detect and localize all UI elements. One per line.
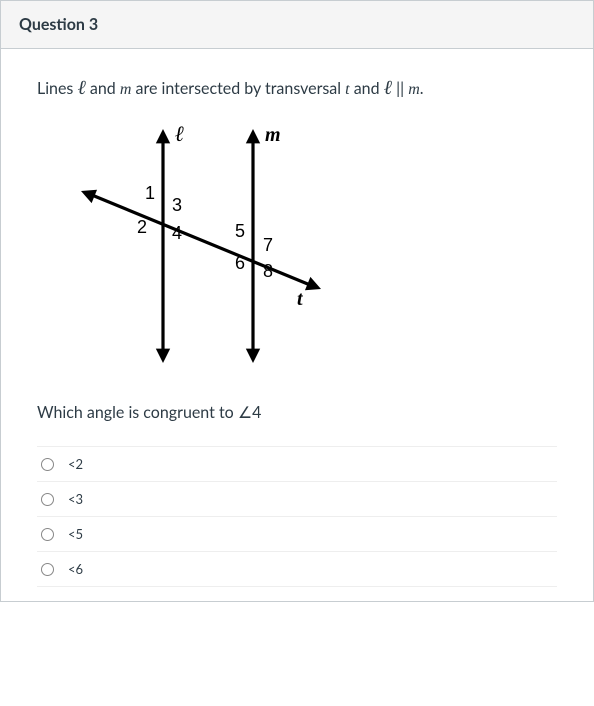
prompt-m: m bbox=[408, 81, 420, 98]
question-card: Question 3 Lines ℓ and m are intersected… bbox=[0, 0, 594, 602]
prompt-m: m bbox=[120, 81, 132, 98]
option-radio[interactable] bbox=[41, 458, 54, 471]
question-title: Question 3 bbox=[19, 15, 98, 34]
svg-text:2: 2 bbox=[137, 217, 147, 237]
prompt-text: || bbox=[392, 79, 408, 98]
option-radio[interactable] bbox=[41, 528, 54, 541]
question-body: Lines ℓ and m are intersected by transve… bbox=[1, 49, 593, 601]
angle-number: 4 bbox=[252, 403, 261, 422]
option-radio[interactable] bbox=[41, 563, 54, 576]
answer-options: <2 <3 <5 <6 bbox=[37, 446, 557, 587]
question-prompt: Lines ℓ and m are intersected by transve… bbox=[37, 79, 557, 99]
question-header: Question 3 bbox=[1, 1, 593, 49]
option-label: <6 bbox=[68, 561, 83, 577]
prompt-text: and bbox=[350, 79, 384, 98]
svg-text:1: 1 bbox=[145, 183, 155, 203]
option-row[interactable]: <2 bbox=[37, 446, 557, 481]
prompt-text: Lines bbox=[37, 79, 77, 98]
prompt-ell: ℓ bbox=[77, 77, 85, 99]
option-radio[interactable] bbox=[41, 493, 54, 506]
prompt-text: . bbox=[420, 79, 424, 98]
sub-prompt: Which angle is congruent to ∠4 bbox=[37, 403, 557, 422]
option-row[interactable]: <3 bbox=[37, 481, 557, 516]
prompt-ell: ℓ bbox=[384, 77, 392, 99]
svg-text:3: 3 bbox=[172, 195, 182, 215]
svg-text:4: 4 bbox=[172, 223, 182, 243]
svg-text:5: 5 bbox=[235, 221, 245, 241]
subprompt-text: Which angle is congruent to bbox=[37, 403, 238, 422]
svg-text:ℓ: ℓ bbox=[175, 121, 184, 146]
option-row[interactable]: <5 bbox=[37, 516, 557, 551]
angle-symbol: ∠ bbox=[238, 403, 252, 422]
option-label: <2 bbox=[68, 456, 83, 472]
option-label: <3 bbox=[68, 491, 83, 507]
diagram-svg: ℓ m t 1 2 3 4 5 67 8 bbox=[63, 111, 323, 381]
svg-text:8: 8 bbox=[263, 261, 273, 281]
svg-text:t: t bbox=[297, 288, 304, 310]
geometry-diagram: ℓ m t 1 2 3 4 5 67 8 bbox=[63, 111, 557, 385]
prompt-text: and bbox=[86, 79, 120, 98]
svg-text:m: m bbox=[265, 124, 281, 146]
option-label: <5 bbox=[68, 526, 83, 542]
svg-text:6: 6 bbox=[235, 253, 245, 273]
prompt-text: are intersected by transversal bbox=[131, 79, 345, 98]
option-row[interactable]: <6 bbox=[37, 551, 557, 587]
svg-text:7: 7 bbox=[263, 235, 273, 255]
